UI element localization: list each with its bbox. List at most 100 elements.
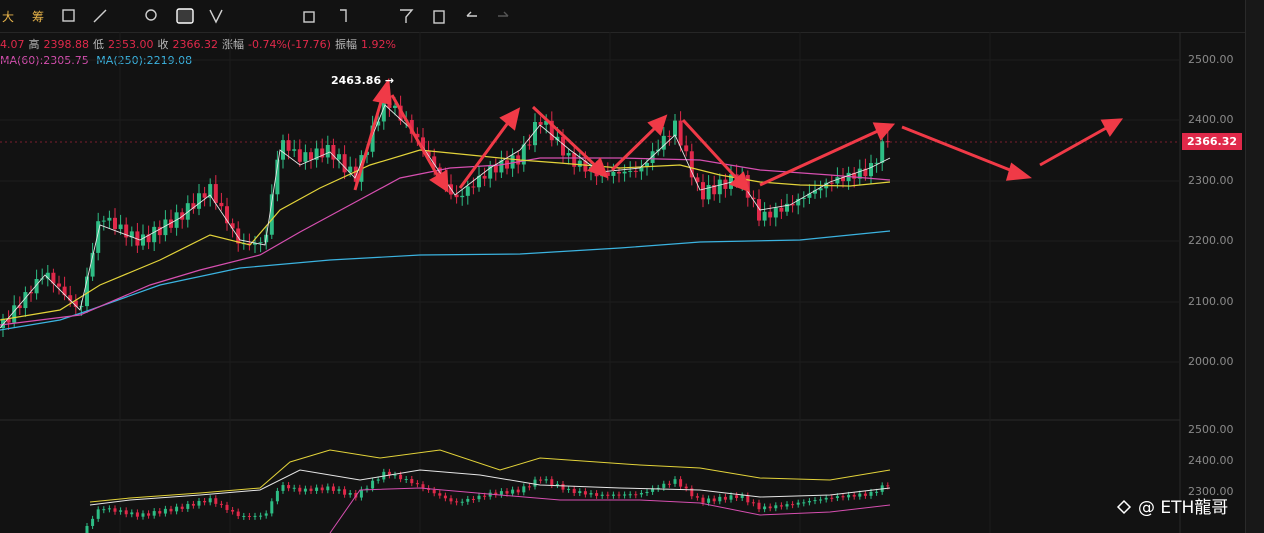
- candle-body: [426, 150, 431, 157]
- sub-candle-body: [847, 494, 851, 498]
- sub-candle-body: [735, 495, 739, 499]
- candle-body: [880, 141, 885, 163]
- candle-body: [538, 122, 543, 125]
- icon[interactable]: [145, 9, 157, 21]
- sub-candle-body: [662, 483, 666, 488]
- sub-candle-body: [449, 498, 453, 502]
- candle-body: [706, 185, 711, 200]
- icon[interactable]: [176, 8, 194, 24]
- sub-candle-body: [813, 500, 817, 502]
- sub-candle-body: [393, 474, 397, 476]
- sub-candle-body: [376, 479, 380, 481]
- candle-body: [460, 195, 465, 198]
- candle-body: [269, 194, 274, 235]
- toolbar-item[interactable]: 筹: [32, 10, 45, 24]
- candle-body: [208, 184, 213, 198]
- sub-candle-body: [863, 493, 867, 496]
- sub-candle-body: [505, 491, 509, 494]
- sub-candle-body: [264, 513, 268, 516]
- sub-axis-label: 2400.00: [1188, 454, 1234, 467]
- candle-body: [773, 207, 778, 218]
- icon[interactable]: [62, 9, 75, 22]
- icon[interactable]: [400, 9, 414, 23]
- candle-body: [96, 221, 101, 253]
- sub-candle-body: [522, 486, 526, 493]
- arrow-head: [372, 77, 392, 105]
- candle-body: [751, 197, 756, 200]
- candle-body: [309, 152, 313, 160]
- arrow-head: [499, 107, 521, 131]
- candle-body: [17, 305, 22, 309]
- sub-candle-body: [679, 479, 683, 487]
- sub-candle-body: [85, 525, 89, 533]
- candle-body: [6, 318, 11, 323]
- y-axis-label: 2200.00: [1188, 234, 1234, 247]
- candle-body: [465, 186, 470, 196]
- sub-candle-body: [695, 496, 699, 498]
- sub-candle-body: [169, 508, 173, 512]
- y-axis-label: 2000.00: [1188, 355, 1234, 368]
- ma60-line: [0, 157, 891, 326]
- candle-body: [415, 133, 420, 138]
- candle-body: [768, 211, 773, 218]
- arrow-head: [872, 122, 896, 141]
- candle-body: [521, 144, 526, 165]
- sub-candle-body: [303, 488, 307, 492]
- sub-candle-body: [135, 512, 139, 517]
- icon[interactable]: [209, 9, 223, 24]
- icon[interactable]: [433, 10, 445, 24]
- candle-body: [572, 153, 577, 167]
- candle-body: [796, 198, 801, 206]
- candle-body: [510, 155, 515, 169]
- sub-candle-body: [152, 511, 156, 516]
- candle-body: [549, 120, 554, 141]
- candle-body: [62, 286, 67, 296]
- ohlc-label: 涨幅: [222, 38, 244, 51]
- sub-candle-body: [287, 485, 291, 489]
- arrow: [353, 94, 385, 191]
- sub-candle-body: [785, 504, 789, 507]
- candle-body: [527, 144, 532, 146]
- candle-body: [684, 145, 689, 152]
- candle-body: [12, 305, 17, 323]
- sub-candle-body: [791, 504, 795, 506]
- sub-candle-body: [774, 505, 778, 509]
- icon[interactable]: [303, 11, 315, 23]
- candle-body: [247, 243, 252, 245]
- icon[interactable]: [340, 9, 347, 22]
- icon[interactable]: [498, 11, 509, 17]
- sub-candle-body: [628, 494, 632, 496]
- sub-candle-body: [886, 485, 890, 487]
- sub-candle-body: [460, 501, 464, 503]
- sub-candle-body: [236, 511, 240, 517]
- candle-body: [152, 226, 157, 243]
- candle-body: [611, 171, 616, 176]
- candle-body: [499, 160, 504, 173]
- sub-candle-body: [443, 495, 447, 499]
- sub-candle-body: [623, 494, 627, 496]
- candle-body: [533, 122, 537, 146]
- icon[interactable]: [93, 9, 107, 23]
- toolbar-item[interactable]: 大: [2, 10, 15, 24]
- candle-body: [561, 136, 565, 156]
- sub-candle-body: [796, 502, 800, 505]
- sub-candle-body: [91, 518, 95, 526]
- candle-body: [23, 292, 28, 309]
- candle-body: [73, 300, 78, 307]
- sub-candle-body: [225, 504, 229, 510]
- sub-candle-body: [175, 506, 179, 512]
- sub-candle-body: [824, 497, 828, 500]
- candle-body: [225, 206, 229, 224]
- candle-body: [297, 149, 302, 162]
- candle-body: [258, 242, 263, 244]
- arrow-head: [729, 171, 751, 193]
- watermark-icon: [1116, 499, 1132, 515]
- icon[interactable]: [466, 11, 477, 17]
- sub-candle-body: [107, 508, 111, 510]
- candle-body: [437, 167, 442, 176]
- candle-body: [689, 151, 694, 178]
- candle-body: [857, 168, 862, 179]
- candle-body: [292, 149, 297, 151]
- sub-candle-body: [763, 506, 767, 510]
